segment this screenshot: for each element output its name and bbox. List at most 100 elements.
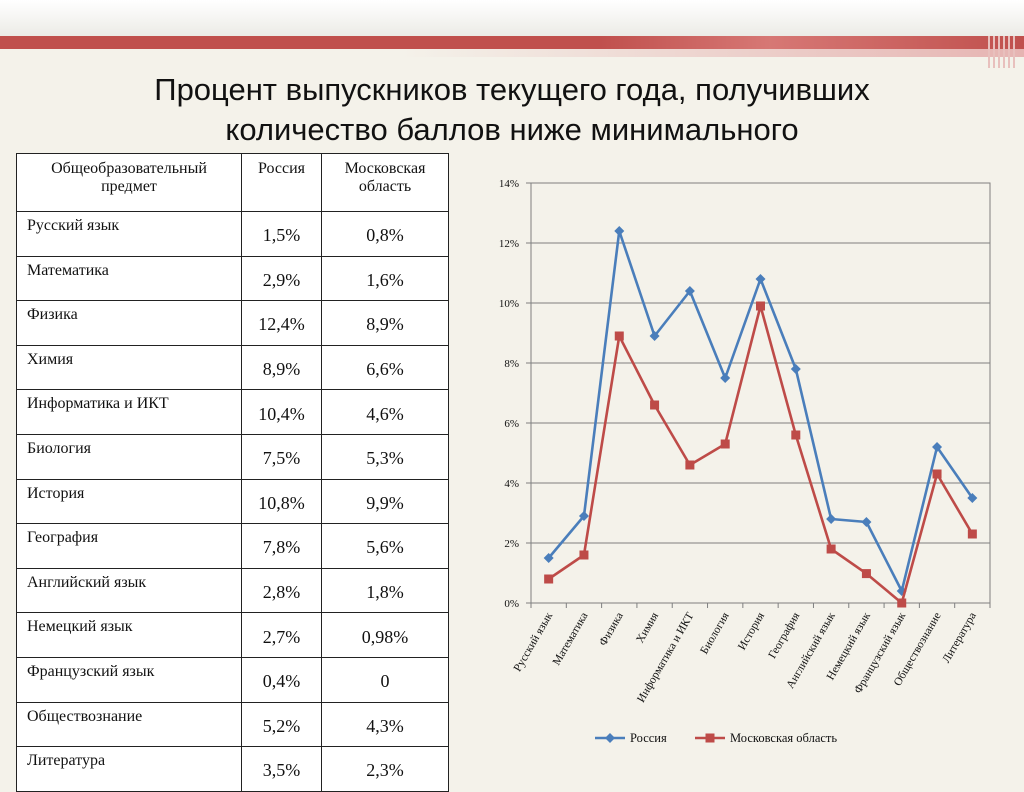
subject-cell: Математика xyxy=(16,255,242,302)
moscow-value: 4,6% xyxy=(321,389,449,435)
moscow-value: 9,9% xyxy=(321,478,449,525)
x-tick-label: История xyxy=(736,610,767,652)
data-point xyxy=(932,469,942,479)
slide-title: Процент выпускников текущего года, получ… xyxy=(60,70,964,150)
table-row: География 7,8% 5,6% xyxy=(16,523,449,569)
russia-value: 10,4% xyxy=(241,389,322,435)
legend-marker xyxy=(705,733,715,743)
table-body: Русский язык 1,5% 0,8% Математика 2,9% 1,6% Фи… xyxy=(16,211,449,792)
subject-cell: Русский язык xyxy=(16,211,242,257)
russia-value: 7,8% xyxy=(241,523,322,569)
decorative-stripes xyxy=(988,36,1018,68)
header-russia: Россия xyxy=(241,153,322,212)
moscow-value: 0,98% xyxy=(321,612,449,658)
russia-value: 0,4% xyxy=(241,656,322,703)
table-row: Биология 7,5% 5,3% xyxy=(16,433,449,480)
data-point xyxy=(756,301,765,311)
subject-cell: География xyxy=(16,523,242,569)
russia-value: 2,7% xyxy=(241,612,322,658)
slide-title-line-1: Процент выпускников текущего года, получ… xyxy=(154,72,870,107)
data-point xyxy=(967,493,978,503)
legend-marker xyxy=(605,733,615,743)
y-tick-label: 14% xyxy=(499,178,519,190)
table-row: Химия 8,9% 6,6% xyxy=(16,344,449,391)
moscow-value: 5,3% xyxy=(321,433,449,480)
data-point xyxy=(684,286,695,296)
data-point xyxy=(685,460,695,470)
russia-value: 3,5% xyxy=(241,746,322,792)
header-subject: Общеобразовательный предмет xyxy=(16,153,242,212)
plot-area-border xyxy=(530,182,991,604)
series-line xyxy=(547,229,974,593)
table-row: Математика 2,9% 1,6% xyxy=(16,255,449,302)
russia-value: 2,8% xyxy=(241,567,322,614)
legend-label: Россия xyxy=(630,731,667,745)
russia-value: 1,5% xyxy=(241,211,322,257)
slide-title-line-2: количество баллов ниже минимального xyxy=(225,112,799,147)
y-axis-labels: 0% 2% 4% 6% 8% 10% 12% 14% xyxy=(499,178,519,610)
data-point xyxy=(791,430,801,440)
data-point xyxy=(543,553,554,563)
subject-cell: Химия xyxy=(16,344,242,391)
header-moscow: Московская область xyxy=(321,153,449,212)
data-point xyxy=(720,439,730,449)
y-tick-label: 6% xyxy=(504,418,519,430)
subject-cell: Английский язык xyxy=(16,567,242,614)
top-band xyxy=(0,0,1024,36)
moscow-value: 2,3% xyxy=(321,746,449,792)
table-row: История 10,8% 9,9% xyxy=(16,478,449,525)
data-point xyxy=(614,331,624,341)
subject-cell: Информатика и ИКТ xyxy=(16,389,242,435)
table-row: Литература 3,5% 2,3% xyxy=(16,746,449,792)
table-row: Обществознание 5,2% 4,3% xyxy=(16,701,449,748)
moscow-value: 0 xyxy=(321,656,449,703)
moscow-value: 6,6% xyxy=(321,344,449,391)
y-tick-label: 4% xyxy=(504,478,519,490)
header-stripe-light xyxy=(400,49,1024,57)
subject-cell: Биология xyxy=(16,433,242,480)
data-point xyxy=(861,517,872,527)
legend-label: Московская область xyxy=(730,731,837,745)
table-row: Английский язык 2,8% 1,8% xyxy=(16,567,449,614)
y-tick-label: 10% xyxy=(499,298,519,310)
data-point xyxy=(897,598,907,608)
x-tick-label: География xyxy=(766,610,802,661)
data-point xyxy=(650,400,660,410)
data-point xyxy=(861,569,871,579)
subject-cell: Немецкий язык xyxy=(16,612,242,658)
subject-cell: История xyxy=(16,478,242,525)
russia-value: 12,4% xyxy=(241,300,322,346)
moscow-value: 5,6% xyxy=(321,523,449,569)
line-chart: 0% 2% 4% 6% 8% 10% 12% 14% Русский языкМатемати… xyxy=(499,178,991,745)
data-point xyxy=(755,274,766,284)
chart-legend: Россия Московская область xyxy=(595,731,837,745)
data-point xyxy=(932,442,943,452)
y-tick-label: 8% xyxy=(504,358,519,370)
x-tick-label: Биология xyxy=(698,610,732,656)
table-row: Информатика и ИКТ 10,4% 4,6% xyxy=(16,389,449,435)
x-tick-label: Химия xyxy=(634,610,661,645)
table-row: Русский язык 1,5% 0,8% xyxy=(16,211,449,257)
results-table: Общеобразовательный предмет Россия Моско… xyxy=(16,153,449,792)
subject-cell: Физика xyxy=(16,300,242,346)
header-stripe-highlight xyxy=(600,36,1024,49)
y-tick-label: 12% xyxy=(499,238,519,250)
table-row: Физика 12,4% 8,9% xyxy=(16,300,449,346)
data-point xyxy=(578,511,589,521)
table-header-row: Общеобразовательный предмет Россия Моско… xyxy=(16,153,449,212)
subject-cell: Французский язык xyxy=(16,656,242,703)
subject-cell: Обществознание xyxy=(16,701,242,748)
data-point xyxy=(544,574,554,584)
x-tick-label: Русский язык xyxy=(512,610,556,674)
y-tick-label: 0% xyxy=(504,598,519,610)
russia-value: 2,9% xyxy=(241,255,322,302)
russia-value: 10,8% xyxy=(241,478,322,525)
data-point xyxy=(826,544,836,554)
data-point xyxy=(826,514,837,524)
x-tick-label: Физика xyxy=(597,611,626,649)
y-tick-label: 2% xyxy=(504,538,519,550)
russia-value: 5,2% xyxy=(241,701,322,748)
russia-value: 8,9% xyxy=(241,344,322,391)
chart-axes xyxy=(526,182,991,608)
